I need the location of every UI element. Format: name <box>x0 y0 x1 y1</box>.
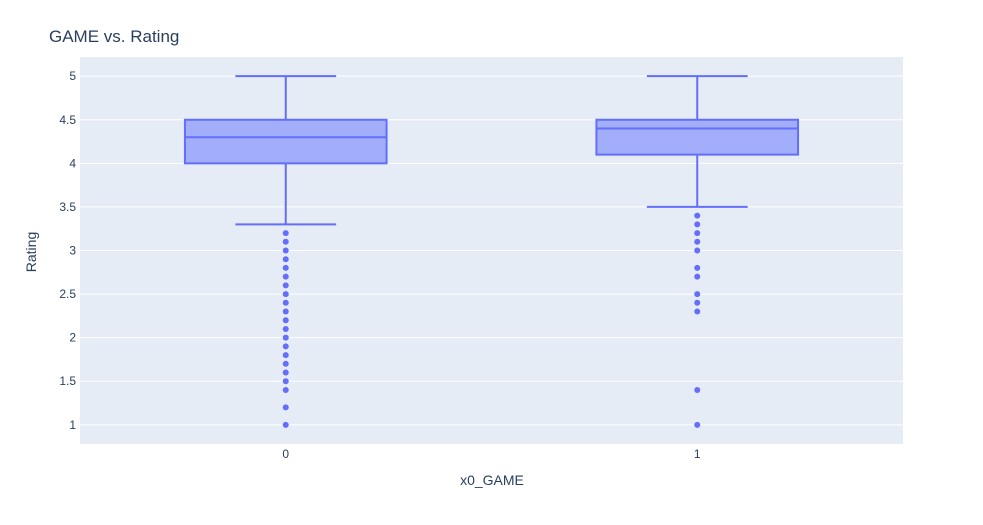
outlier-point <box>694 386 701 393</box>
chart-title: GAME vs. Rating <box>49 27 179 46</box>
outlier-point <box>694 264 701 271</box>
box-plot-0 <box>183 75 388 428</box>
outlier-point <box>282 291 289 298</box>
outlier-point <box>282 325 289 332</box>
outlier-point <box>282 386 289 393</box>
outlier-point <box>282 334 289 341</box>
y-tick-label: 2 <box>69 331 76 345</box>
y-tick-label: 1.5 <box>59 374 76 388</box>
box-iqr <box>595 118 800 156</box>
outlier-point <box>282 230 289 237</box>
y-tick-label: 4 <box>69 156 76 170</box>
outlier-point <box>282 378 289 385</box>
outlier-point <box>282 256 289 263</box>
outlier-point <box>282 247 289 254</box>
y-tick-label: 2.5 <box>59 287 76 301</box>
y-axis-title: Rating <box>23 232 39 272</box>
y-tick-labels: 1 1.5 2 2.5 3 3.5 4 4.5 5 <box>59 69 76 432</box>
box-plot-1 <box>595 75 800 428</box>
outlier-point <box>282 360 289 367</box>
y-tick-label: 5 <box>69 69 76 83</box>
outlier-point <box>282 282 289 289</box>
outlier-point <box>694 299 701 306</box>
outlier-point <box>694 238 701 245</box>
outlier-point <box>694 221 701 228</box>
outlier-point <box>282 273 289 280</box>
outlier-point <box>282 369 289 376</box>
outlier-point <box>282 299 289 306</box>
outlier-point <box>282 404 289 411</box>
outlier-point <box>694 247 701 254</box>
outlier-point <box>282 238 289 245</box>
outlier-point <box>694 291 701 298</box>
box-iqr <box>183 118 388 165</box>
y-tick-label: 4.5 <box>59 113 76 127</box>
x-tick-label: 1 <box>694 447 701 461</box>
outlier-point <box>694 273 701 280</box>
x-tick-label: 0 <box>282 447 289 461</box>
outlier-point <box>694 212 701 219</box>
outlier-point <box>282 264 289 271</box>
outlier-point <box>282 343 289 350</box>
y-tick-label: 1 <box>69 418 76 432</box>
outlier-point <box>282 317 289 324</box>
outlier-point <box>694 308 701 315</box>
outlier-point <box>282 421 289 428</box>
box-plots <box>183 75 800 428</box>
outlier-point <box>282 308 289 315</box>
outlier-point <box>282 352 289 359</box>
y-tick-label: 3 <box>69 244 76 258</box>
outlier-point <box>694 421 701 428</box>
y-tick-label: 3.5 <box>59 200 76 214</box>
x-axis-title: x0_GAME <box>460 472 524 488</box>
outlier-point <box>694 230 701 237</box>
